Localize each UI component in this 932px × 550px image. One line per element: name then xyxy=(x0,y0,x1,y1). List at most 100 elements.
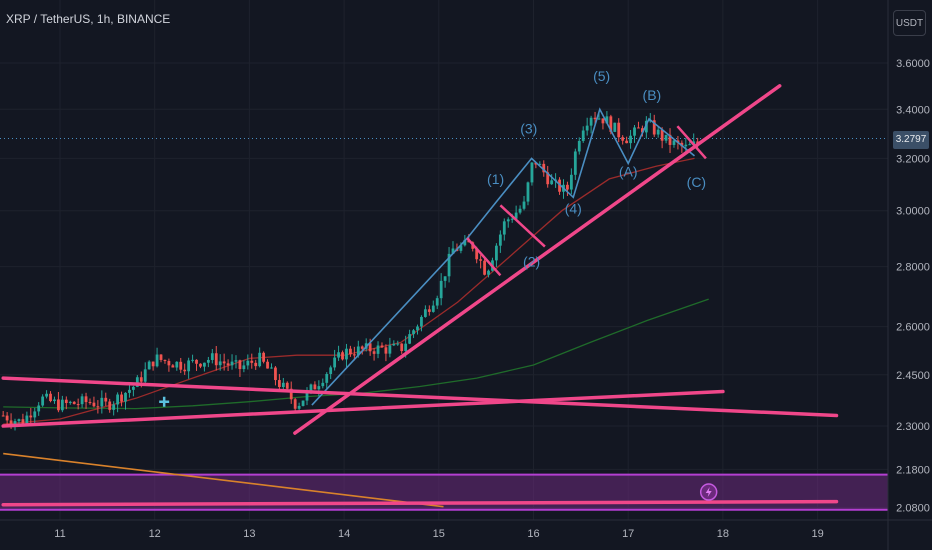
candle-body xyxy=(175,361,179,368)
candle-body xyxy=(684,144,688,147)
candle xyxy=(439,273,443,306)
candle-body xyxy=(277,380,281,388)
candle-body xyxy=(199,363,202,367)
candle xyxy=(151,361,155,371)
candle-body xyxy=(100,397,104,407)
candle xyxy=(131,385,135,397)
candle xyxy=(479,254,483,269)
candle-body xyxy=(234,360,238,362)
candle-body xyxy=(688,144,692,146)
candle-body xyxy=(589,117,593,126)
candle xyxy=(585,117,589,136)
y-tick-label: 2.6000 xyxy=(896,322,930,334)
candle-body xyxy=(195,359,198,364)
candle-body xyxy=(368,343,372,352)
candle-body xyxy=(246,360,250,366)
candle-body xyxy=(84,396,88,403)
candle xyxy=(333,349,337,371)
candle xyxy=(408,329,412,345)
candle xyxy=(534,162,538,169)
candle xyxy=(431,300,435,313)
candle-body xyxy=(530,162,534,183)
candle-body xyxy=(447,253,451,277)
candle-body xyxy=(396,343,400,345)
candle-body xyxy=(147,361,151,370)
candle-body xyxy=(546,172,550,185)
candle xyxy=(447,247,451,283)
candle-body xyxy=(317,386,321,390)
candle xyxy=(542,160,546,177)
candle-body xyxy=(214,353,218,366)
candle-body xyxy=(116,394,120,405)
candle xyxy=(64,396,68,410)
candle xyxy=(281,377,285,391)
candle xyxy=(100,390,104,414)
candle xyxy=(242,360,246,373)
candle-body xyxy=(613,122,617,132)
candle-body xyxy=(593,117,597,120)
candle-body xyxy=(112,404,116,410)
candle xyxy=(412,329,415,339)
candle xyxy=(57,391,60,413)
candle-body xyxy=(266,361,269,369)
candle-body xyxy=(329,367,333,374)
candle-body xyxy=(349,348,352,355)
candle-body xyxy=(222,361,226,364)
candle-body xyxy=(384,347,388,354)
candle xyxy=(218,354,222,371)
corrective-segment xyxy=(676,125,707,160)
candle xyxy=(159,354,163,363)
candle xyxy=(108,398,112,413)
candle-body xyxy=(479,259,483,261)
y-tick-label: 2.4500 xyxy=(896,370,930,382)
candle xyxy=(352,346,356,361)
candle-body xyxy=(210,353,214,360)
candle-body xyxy=(585,125,589,131)
candle-body xyxy=(171,365,175,368)
candle-body xyxy=(163,359,167,361)
candle xyxy=(498,230,502,253)
candle-body xyxy=(459,245,463,251)
currency-unit-button[interactable]: USDT xyxy=(893,10,926,36)
candle-body xyxy=(57,399,60,411)
candle-body xyxy=(37,405,41,412)
candle-body xyxy=(151,361,155,367)
y-tick-label: 3.4000 xyxy=(896,104,930,116)
candle xyxy=(550,174,554,185)
candle-body xyxy=(143,369,147,382)
candle xyxy=(416,324,419,335)
candle xyxy=(238,359,242,377)
candle-body xyxy=(155,354,159,367)
candle-body xyxy=(297,405,301,409)
last-price-tag: 3.2797 xyxy=(893,131,929,149)
candle-body xyxy=(9,420,13,425)
candle xyxy=(226,359,230,371)
candle-body xyxy=(656,129,660,135)
candle xyxy=(349,345,352,357)
candle-body xyxy=(475,248,479,260)
candle-body xyxy=(408,334,412,344)
candle xyxy=(423,305,427,318)
candle-body xyxy=(376,345,380,354)
corrective-segment xyxy=(466,237,502,277)
candle-body xyxy=(262,352,266,362)
candle xyxy=(84,392,88,409)
candle xyxy=(254,359,258,370)
candle-body xyxy=(581,130,585,141)
candle-body xyxy=(128,389,131,393)
candle xyxy=(45,390,48,399)
candle-body xyxy=(644,120,648,133)
candle-body xyxy=(21,419,25,426)
y-tick-label: 3.6000 xyxy=(896,58,930,70)
candle-body xyxy=(609,116,613,132)
candle-body xyxy=(325,373,329,383)
candle-body xyxy=(668,134,672,145)
candle xyxy=(163,359,167,364)
candle-body xyxy=(203,362,206,367)
candle-body xyxy=(400,343,404,352)
candle-body xyxy=(416,326,419,331)
candle-body xyxy=(135,377,139,387)
candle xyxy=(613,122,617,133)
candle xyxy=(664,134,668,144)
